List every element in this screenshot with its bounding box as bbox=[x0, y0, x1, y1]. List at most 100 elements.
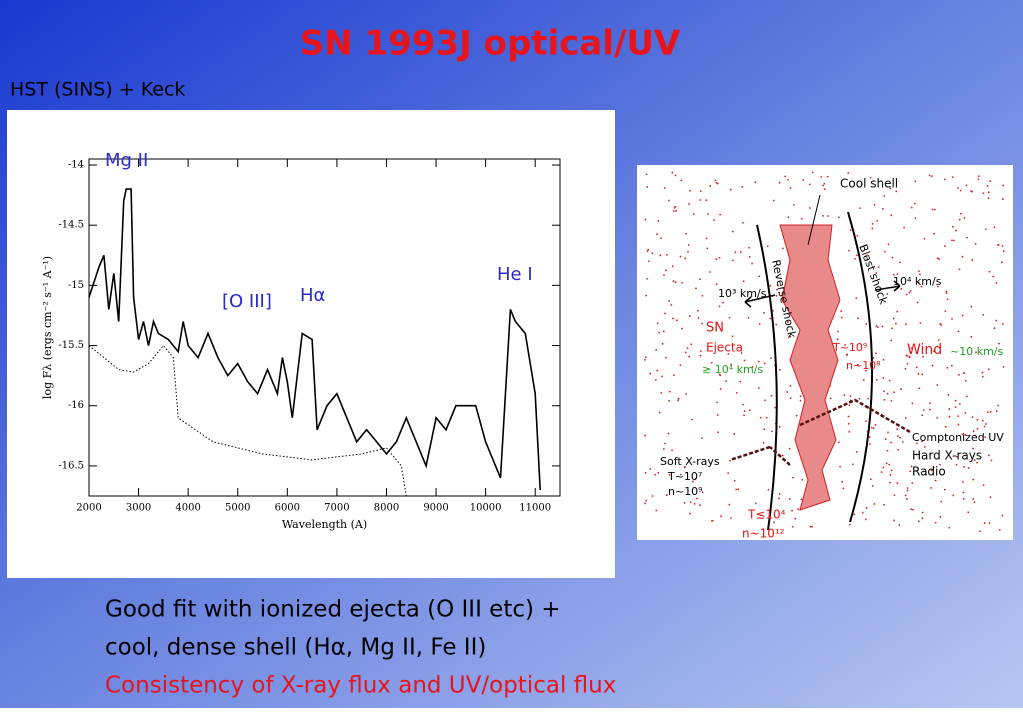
dot bbox=[719, 213, 722, 216]
dot bbox=[695, 287, 697, 290]
dot bbox=[692, 213, 695, 216]
dot bbox=[820, 176, 823, 178]
dot bbox=[692, 480, 694, 483]
dot bbox=[886, 293, 889, 295]
diagram-label: SN bbox=[706, 321, 724, 336]
dot bbox=[661, 342, 664, 345]
dot bbox=[903, 226, 905, 229]
dot bbox=[797, 508, 800, 511]
dot bbox=[889, 187, 892, 190]
dot bbox=[778, 493, 781, 495]
diagram-label: n~10¹² bbox=[742, 527, 785, 541]
dot bbox=[876, 326, 879, 329]
dot bbox=[981, 419, 984, 422]
dot bbox=[984, 228, 987, 231]
dot bbox=[908, 291, 911, 294]
dot bbox=[892, 519, 895, 522]
dot bbox=[957, 423, 960, 426]
dot bbox=[668, 473, 671, 476]
dot bbox=[679, 364, 682, 367]
dot bbox=[716, 414, 719, 416]
dot bbox=[918, 270, 920, 273]
dot bbox=[748, 409, 751, 412]
dot bbox=[787, 178, 789, 181]
dot bbox=[884, 250, 886, 253]
dot bbox=[883, 503, 886, 506]
dot bbox=[710, 361, 713, 364]
dot bbox=[921, 511, 924, 514]
dot bbox=[763, 312, 765, 314]
dot bbox=[899, 261, 901, 264]
dot bbox=[743, 410, 746, 413]
dot bbox=[727, 472, 730, 475]
dot bbox=[871, 223, 874, 225]
dot bbox=[685, 232, 687, 235]
dot bbox=[962, 497, 965, 500]
dot bbox=[985, 423, 987, 425]
dot bbox=[758, 322, 761, 325]
dot bbox=[664, 442, 666, 445]
dot bbox=[662, 448, 665, 450]
dot bbox=[706, 247, 709, 250]
dot bbox=[961, 433, 964, 436]
dot bbox=[1002, 365, 1005, 368]
dot bbox=[683, 501, 686, 504]
dot bbox=[854, 258, 856, 260]
dot bbox=[848, 430, 851, 433]
dot bbox=[872, 356, 875, 359]
dot bbox=[909, 470, 912, 473]
dot bbox=[974, 242, 977, 245]
dot bbox=[893, 494, 896, 497]
dot bbox=[668, 300, 671, 302]
dot bbox=[675, 209, 678, 212]
dot bbox=[970, 335, 973, 338]
dot bbox=[822, 214, 824, 217]
dot bbox=[679, 473, 682, 476]
dot bbox=[742, 280, 745, 283]
dot bbox=[789, 385, 792, 387]
dot bbox=[645, 499, 647, 502]
dot bbox=[770, 394, 773, 397]
dot bbox=[922, 355, 924, 358]
dot bbox=[691, 418, 693, 421]
dot bbox=[908, 355, 911, 358]
dot bbox=[808, 183, 811, 186]
dot bbox=[795, 414, 798, 417]
dot bbox=[688, 203, 690, 206]
dot bbox=[974, 434, 977, 437]
dot bbox=[911, 482, 914, 484]
dot bbox=[714, 179, 717, 182]
dot bbox=[869, 478, 872, 481]
dot bbox=[654, 473, 657, 476]
dot bbox=[993, 226, 996, 229]
dot bbox=[646, 250, 649, 253]
dot bbox=[919, 273, 921, 276]
dot bbox=[684, 257, 687, 260]
dot bbox=[989, 180, 992, 182]
y-tick-label: -15 bbox=[68, 280, 84, 291]
dot bbox=[882, 358, 885, 361]
spectrum-chart: 2000 3000 4000 5000 6000 7000 8000 9000 10000 110… bbox=[41, 150, 561, 531]
dot bbox=[920, 285, 923, 288]
dot bbox=[672, 280, 675, 283]
dot bbox=[694, 477, 697, 480]
diagram-label: ≳ 10⁴ km/s bbox=[702, 363, 763, 376]
dot bbox=[672, 210, 675, 212]
dot bbox=[957, 330, 960, 333]
dot bbox=[975, 351, 977, 354]
dot bbox=[875, 352, 877, 355]
dot bbox=[929, 408, 932, 411]
dot bbox=[930, 469, 933, 472]
dot bbox=[989, 496, 992, 499]
dot bbox=[891, 327, 894, 330]
dot bbox=[875, 325, 878, 327]
x-tick-label: 5000 bbox=[225, 503, 250, 514]
x-tick-label: 3000 bbox=[126, 503, 151, 514]
dot bbox=[844, 344, 847, 346]
dot bbox=[664, 312, 666, 315]
dot bbox=[848, 249, 851, 252]
dot bbox=[811, 171, 814, 174]
dot bbox=[811, 525, 813, 528]
dot bbox=[973, 501, 976, 504]
